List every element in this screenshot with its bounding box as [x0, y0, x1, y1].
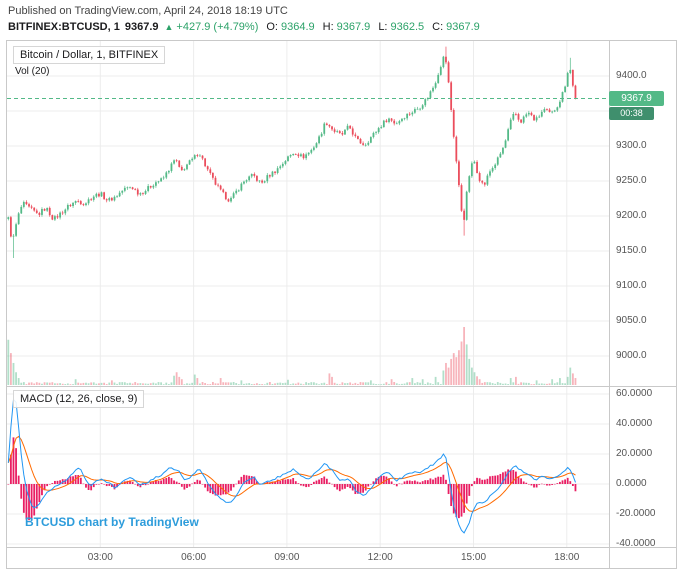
time-axis-label: 12:00: [367, 552, 393, 563]
change-arrow-icon: ▲: [164, 22, 174, 32]
grid-layer: [7, 41, 609, 547]
price-change: +427.9 (+4.79%): [176, 21, 259, 33]
price-axis-label: 9100.0: [616, 280, 647, 291]
price-axis-label: 9400.0: [616, 70, 647, 81]
macd-axis-label: 0.0000: [616, 478, 647, 489]
candles-layer: [7, 46, 577, 258]
bar-countdown-badge: 00:38: [609, 107, 654, 121]
price-axis-label: 9200.0: [616, 210, 647, 221]
pane-separators: [7, 41, 676, 568]
price-axis-label: 9050.0: [616, 315, 647, 326]
ohlc-close-value: 9367.9: [446, 21, 480, 33]
volume-layer: [7, 327, 577, 385]
macd-line: [7, 398, 576, 534]
ohlc-open-value: 9364.9: [281, 21, 315, 33]
macd-axis-label: -40.0000: [616, 538, 656, 549]
price-axis-label: 9250.0: [616, 175, 647, 186]
published-caption: Published on TradingView.com, April 24, …: [8, 5, 288, 17]
volume-legend: Vol (20): [15, 66, 50, 77]
macd-histogram-layer: [7, 437, 577, 521]
symbol-info-bar: BITFINEX:BTCUSD, 1 9367.9 ▲ +427.9 (+4.79%)…: [8, 21, 480, 33]
chart-legend: Bitcoin / Dollar, 1, BITFINEX: [13, 46, 166, 64]
chart-frame: Bitcoin / Dollar, 1, BITFINEX Vol (20) M…: [6, 40, 677, 569]
time-axis-label: 09:00: [274, 552, 300, 563]
macd-legend: MACD (12, 26, close, 9): [13, 390, 145, 408]
price-axis-label: 9300.0: [616, 140, 647, 151]
ohlc-open-label: O:: [266, 21, 278, 33]
ohlc-low-label: L:: [378, 21, 388, 33]
symbol-name: BITFINEX:BTCUSD, 1: [8, 21, 120, 33]
tradingview-watermark-link[interactable]: BTCUSD chart by TradingView: [25, 515, 199, 529]
last-price-badge: 9367.9: [609, 90, 664, 106]
ohlc-high-value: 9367.9: [336, 21, 371, 33]
chart-canvas: [7, 41, 676, 568]
last-price: 9367.9: [124, 21, 159, 33]
ohlc-low-value: 9362.5: [390, 21, 425, 33]
price-axis-label: 9150.0: [616, 245, 647, 256]
ohlc-high-label: H:: [322, 21, 334, 33]
price-axis-label: 9000.0: [616, 350, 647, 361]
time-axis-label: 15:00: [460, 552, 487, 563]
time-axis-label: 18:00: [554, 552, 580, 563]
macd-axis-label: 60.0000: [616, 388, 653, 399]
macd-axis-label: -20.0000: [616, 508, 656, 519]
signal-line: [7, 435, 576, 512]
macd-axis-label: 40.0000: [616, 418, 653, 429]
time-axis-label: 03:00: [87, 552, 113, 563]
time-axis-label: 06:00: [181, 552, 207, 563]
ohlc-close-label: C:: [432, 21, 444, 33]
macd-axis-label: 20.0000: [616, 448, 653, 459]
